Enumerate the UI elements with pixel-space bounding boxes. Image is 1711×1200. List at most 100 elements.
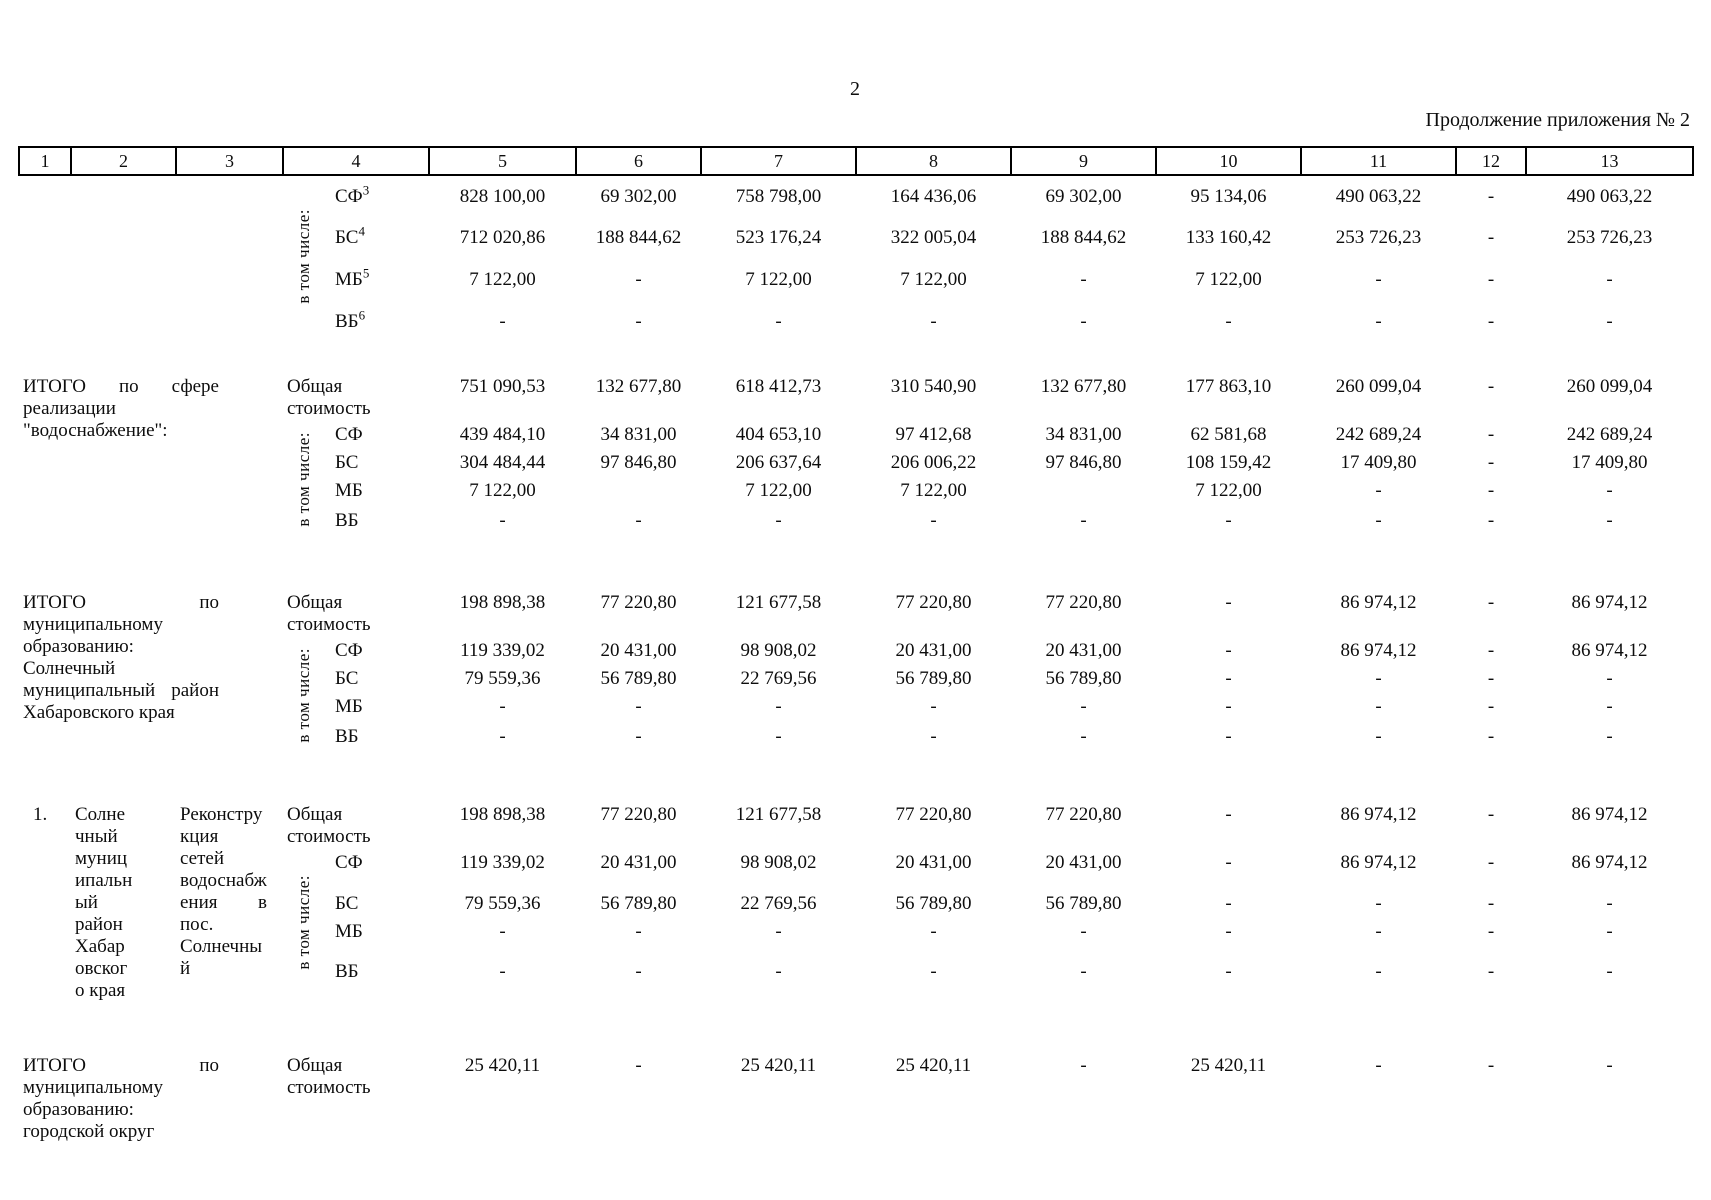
column-header: 12 [1455, 146, 1527, 176]
value-cell: - [1080, 1055, 1087, 1076]
in-that-number-cell: в том числе: [283, 849, 325, 1002]
table-row: в том числе: СФ 119 339,02 20 431,00 98 … [19, 637, 1693, 742]
value-cell: - [775, 510, 782, 531]
value-cell: 523 176,24 [735, 227, 822, 248]
value-cell: 86 974,12 [1340, 804, 1417, 825]
in-that-number-label: в том числе: [294, 647, 313, 743]
funding-label-cell: БС [335, 668, 359, 689]
value-cell: - [1606, 961, 1613, 982]
value-cell: - [1606, 269, 1613, 290]
value-cell: - [1080, 269, 1087, 290]
value-cell: 79 559,36 [464, 668, 541, 689]
column-header: 10 [1155, 146, 1302, 176]
value-cell: - [1080, 921, 1087, 942]
table-row: ВБ - - - - - - - - - [19, 958, 1693, 1002]
value-cell: - [1225, 510, 1232, 531]
value-cell: 56 789,80 [600, 668, 677, 689]
value-cell: 404 653,10 [735, 424, 822, 445]
value-cell: - [1225, 961, 1232, 982]
value-cell: 56 789,80 [1045, 893, 1122, 914]
value-cell: - [1225, 852, 1232, 873]
value-cell: - [1080, 311, 1087, 332]
value-cell: - [1487, 480, 1495, 501]
funding-label-cell: БС4 [335, 223, 365, 248]
value-cell: 56 789,80 [895, 893, 972, 914]
column-header: 9 [1010, 146, 1157, 176]
value-cell: - [1487, 893, 1495, 914]
value-cell: - [635, 961, 642, 982]
value-cell: - [499, 311, 506, 332]
value-cell: - [1375, 269, 1382, 290]
value-cell: 86 974,12 [1340, 852, 1417, 873]
municipality-cell: Солнечный муниципальный район Хабаровско… [75, 804, 133, 1001]
value-cell: 188 844,62 [595, 227, 682, 248]
value-cell: - [1606, 510, 1613, 531]
funding-label-cell: МБ [335, 921, 363, 942]
value-cell [576, 477, 701, 507]
value-cell: 25 420,11 [895, 1055, 972, 1076]
value-cell: - [1375, 696, 1382, 717]
funding-label-cell: ВБ [335, 510, 359, 531]
total-label-cell: Общая стоимость [287, 1055, 371, 1098]
value-cell: - [1606, 480, 1613, 501]
value-cell: - [1487, 186, 1495, 207]
column-header: 5 [428, 146, 577, 176]
value-cell: - [499, 961, 506, 982]
table-row: ИТОГО по сфере реализации "водоснабжение… [19, 373, 1693, 441]
value-cell: 77 220,80 [895, 592, 972, 613]
value-cell: 86 974,12 [1340, 592, 1417, 613]
value-cell: 439 484,10 [459, 424, 546, 445]
value-cell: 7 122,00 [1195, 480, 1262, 501]
funding-label-cell: СФ [335, 640, 363, 661]
value-cell: 7 122,00 [1195, 269, 1262, 290]
value-cell: 17 409,80 [1340, 452, 1417, 473]
value-cell: - [1080, 510, 1087, 531]
value-cell: - [635, 696, 642, 717]
value-cell: 206 006,22 [890, 452, 977, 473]
value-cell: 97 846,80 [600, 452, 677, 473]
value-cell: - [775, 311, 782, 332]
value-cell: - [1375, 311, 1382, 332]
table-row: ВБ - - - - - - - - - [19, 723, 1693, 759]
value-cell: - [1487, 726, 1495, 747]
value-cell: 108 159,42 [1185, 452, 1272, 473]
value-cell: 7 122,00 [469, 480, 536, 501]
value-cell: - [635, 726, 642, 747]
value-cell: - [1225, 893, 1232, 914]
gap-row [19, 343, 1693, 373]
value-cell: - [930, 696, 937, 717]
column-header: 11 [1300, 146, 1457, 176]
value-cell: 20 431,00 [895, 640, 972, 661]
in-that-number-label: в том числе: [294, 431, 313, 527]
value-cell: 98 908,02 [740, 640, 817, 661]
value-cell: - [1225, 696, 1232, 717]
value-cell: - [1375, 921, 1382, 942]
value-cell: 56 789,80 [895, 668, 972, 689]
value-cell: 618 412,73 [735, 376, 822, 397]
in-that-number-cell: в том числе: [283, 421, 325, 543]
value-cell: 7 122,00 [469, 269, 536, 290]
column-header: 4 [282, 146, 430, 176]
value-cell: - [930, 726, 937, 747]
value-cell: 304 484,44 [459, 452, 546, 473]
value-cell: 77 220,80 [895, 804, 972, 825]
table-row: в том числе: СФ3 828 100,00 69 302,00 75… [19, 175, 1693, 304]
value-cell: 86 974,12 [1571, 852, 1648, 873]
value-cell: - [1375, 1055, 1382, 1076]
value-cell: 20 431,00 [1045, 852, 1122, 873]
value-cell: - [1225, 921, 1232, 942]
column-header: 2 [70, 146, 177, 176]
value-cell: - [1487, 510, 1495, 531]
table-row: ИТОГО по муниципальному образованию: Сол… [19, 589, 1693, 723]
value-cell: 34 831,00 [1045, 424, 1122, 445]
value-cell: - [1080, 726, 1087, 747]
value-cell: - [1375, 726, 1382, 747]
value-cell: 177 863,10 [1185, 376, 1272, 397]
funding-label-cell: СФ [335, 852, 363, 873]
value-cell: - [1487, 269, 1495, 290]
table-row: МБ5 7 122,00 - 7 122,00 7 122,00 - 7 122… [19, 259, 1693, 301]
total-label-cell: Общая стоимость [287, 592, 371, 635]
value-cell: 198 898,38 [459, 592, 546, 613]
value-cell: - [1487, 592, 1495, 613]
value-cell: 164 436,06 [890, 186, 977, 207]
